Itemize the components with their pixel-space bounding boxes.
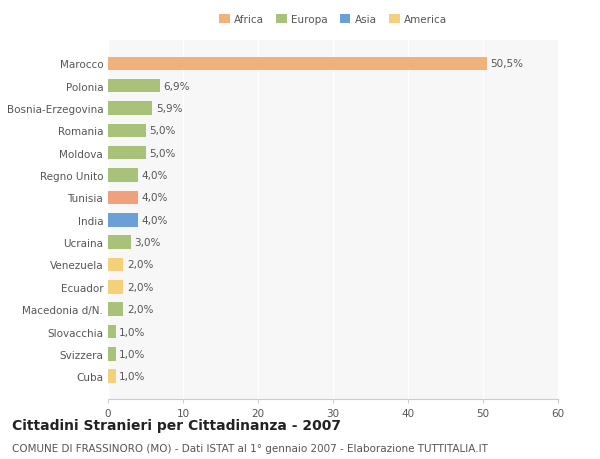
Text: 2,0%: 2,0% [127, 282, 153, 292]
Text: 4,0%: 4,0% [142, 171, 168, 181]
Text: 6,9%: 6,9% [163, 82, 190, 91]
Text: 5,0%: 5,0% [149, 148, 176, 158]
Bar [108, 280, 123, 294]
Text: 5,9%: 5,9% [156, 104, 182, 114]
Bar [108, 347, 115, 361]
Text: 3,0%: 3,0% [134, 238, 161, 247]
Text: COMUNE DI FRASSINORO (MO) - Dati ISTAT al 1° gennaio 2007 - Elaborazione TUTTITA: COMUNE DI FRASSINORO (MO) - Dati ISTAT a… [12, 443, 488, 453]
Text: Cittadini Stranieri per Cittadinanza - 2007: Cittadini Stranieri per Cittadinanza - 2… [12, 418, 341, 431]
Text: 4,0%: 4,0% [142, 215, 168, 225]
Bar [108, 369, 115, 383]
Bar [108, 236, 131, 249]
Bar [108, 325, 115, 338]
Bar [108, 147, 146, 160]
Text: 2,0%: 2,0% [127, 304, 153, 314]
Legend: Africa, Europa, Asia, America: Africa, Europa, Asia, America [215, 11, 451, 29]
Text: 4,0%: 4,0% [142, 193, 168, 203]
Bar [108, 124, 146, 138]
Bar [108, 57, 487, 71]
Text: 1,0%: 1,0% [119, 371, 146, 381]
Text: 1,0%: 1,0% [119, 349, 146, 359]
Text: 5,0%: 5,0% [149, 126, 176, 136]
Bar [108, 80, 160, 93]
Text: 1,0%: 1,0% [119, 327, 146, 337]
Bar [108, 102, 152, 116]
Bar [108, 213, 138, 227]
Bar [108, 191, 138, 205]
Bar [108, 258, 123, 272]
Bar [108, 303, 123, 316]
Text: 50,5%: 50,5% [491, 59, 523, 69]
Bar [108, 169, 138, 182]
Text: 2,0%: 2,0% [127, 260, 153, 270]
